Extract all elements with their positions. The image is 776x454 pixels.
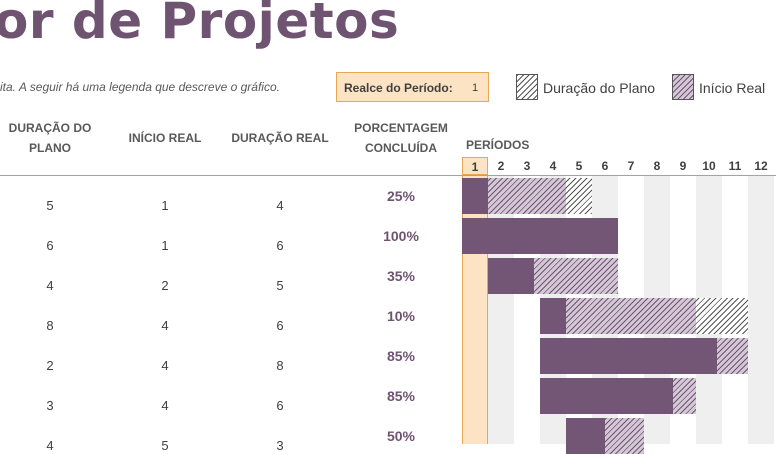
actual-start-cell: 1	[161, 238, 169, 253]
period-number: 6	[601, 159, 609, 173]
period-column-highlight	[462, 176, 488, 444]
period-number: 3	[523, 159, 531, 173]
actual-duration-cell: 3	[276, 438, 284, 453]
plan-duration-cell: 5	[46, 198, 54, 213]
plan-duration-legend-label: Duração do Plano	[543, 80, 656, 96]
period-number: 11	[728, 159, 742, 173]
period-number: 1	[462, 157, 488, 175]
plan-duration-cell: 4	[46, 438, 54, 453]
actual-start-legend-swatch	[672, 74, 694, 100]
actual-duration-cell: 4	[276, 198, 284, 213]
percent-complete-cell: 85%	[386, 348, 416, 364]
actual-duration-cell: 6	[276, 398, 284, 413]
percent-complete-cell: 10%	[386, 308, 416, 324]
percent-complete-cell: 50%	[386, 428, 416, 444]
period-number: 9	[679, 159, 687, 173]
actual-duration-bar	[540, 298, 696, 334]
percent-complete-cell: 100%	[383, 228, 419, 244]
actual-start-cell: 2	[161, 278, 169, 293]
plan-duration-cell: 2	[46, 358, 54, 373]
plan-duration-legend-swatch	[516, 74, 538, 100]
period-highlight-value[interactable]: 1	[472, 82, 479, 94]
period-number: 7	[627, 159, 635, 173]
plan-duration-cell: 6	[46, 238, 54, 253]
periods-header: PERÍODOS	[466, 138, 530, 152]
plan-duration-cell: 8	[46, 318, 54, 333]
period-number: 8	[653, 159, 661, 173]
percent-complete-bar	[540, 338, 717, 374]
period-number: 10	[702, 159, 716, 173]
period-number: 12	[754, 159, 768, 173]
actual-duration-cell: 5	[276, 278, 284, 293]
actual-start-cell: 4	[161, 318, 169, 333]
plan-duration-cell: 4	[46, 278, 54, 293]
actual-duration-cell: 6	[276, 238, 284, 253]
plan-duration-cell: 3	[46, 398, 54, 413]
period-highlight-control[interactable]: Realce do Período: 1	[336, 72, 489, 102]
percent-complete-cell: 85%	[386, 388, 416, 404]
period-column-shade	[488, 176, 514, 444]
actual-duration-cell: 6	[276, 318, 284, 333]
actual-duration-header: DURAÇÃO REAL	[231, 131, 329, 145]
period-highlight-label: Realce do Período:	[344, 81, 453, 95]
percent-complete-bar	[462, 218, 618, 254]
actual-start-legend-label: Início Real	[699, 80, 766, 96]
percent-complete-bar	[566, 418, 605, 454]
period-number: 5	[575, 159, 583, 173]
percent-complete-cell: 25%	[386, 188, 416, 204]
percent-complete-header: PORCENTAGEM CONCLUÍDA	[354, 121, 448, 155]
header-divider	[0, 175, 776, 176]
actual-start-cell: 1	[161, 198, 169, 213]
actual-start-cell: 5	[161, 438, 169, 453]
actual-start-header: INÍCIO REAL	[128, 131, 202, 145]
percent-complete-bar	[462, 178, 488, 214]
actual-start-cell: 4	[161, 398, 169, 413]
percent-complete-bar	[540, 298, 566, 334]
actual-duration-cell: 8	[276, 358, 284, 373]
legend-description: ita. A seguir há uma legenda que descrev…	[0, 80, 280, 94]
percent-complete-cell: 35%	[386, 268, 416, 284]
plan-duration-header: DURAÇÃO DO PLANO	[8, 121, 92, 155]
actual-start-cell: 4	[161, 358, 169, 373]
period-column-shade	[748, 176, 774, 444]
period-number: 2	[497, 159, 505, 173]
percent-complete-bar	[488, 258, 534, 294]
page-title: or de Projetos	[0, 0, 400, 50]
percent-complete-bar	[540, 378, 673, 414]
period-number: 4	[549, 159, 557, 173]
